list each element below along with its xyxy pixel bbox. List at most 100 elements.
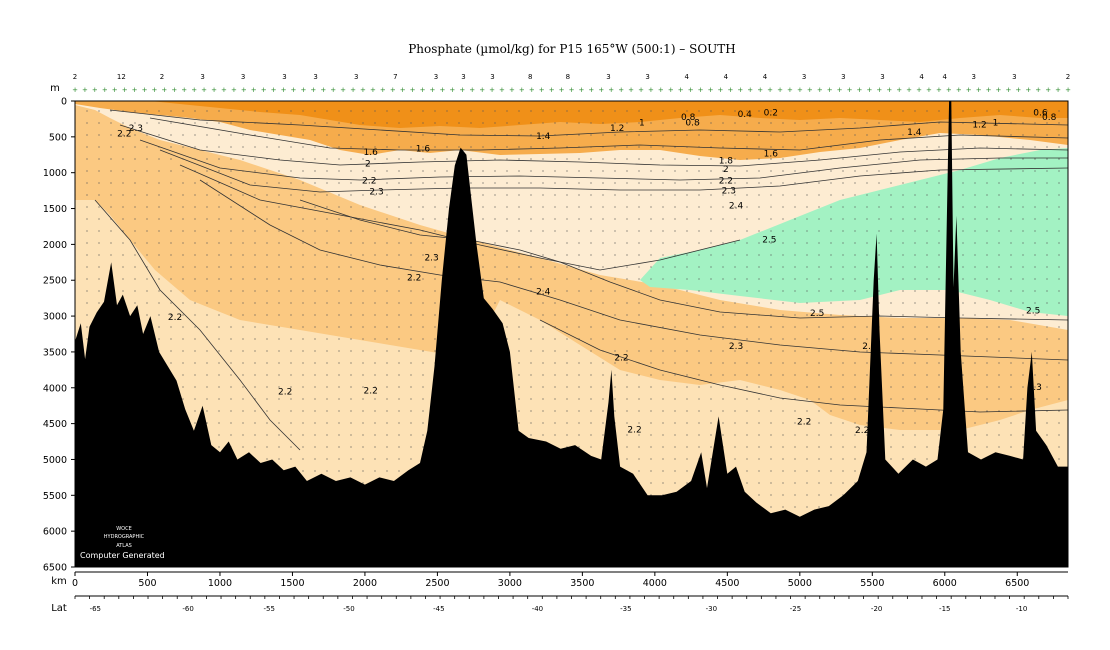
station-marker: +: [737, 86, 743, 94]
contour-label: 2.2: [719, 177, 733, 187]
station-marker: +: [658, 86, 664, 94]
station-marker: +: [1065, 86, 1071, 94]
contour-fill-layers: [75, 101, 1068, 567]
chart-title: Phosphate (µmol/kg) for P15 165°W (500:1…: [408, 42, 736, 56]
lat-tick-label: -20: [871, 605, 882, 613]
km-tick-label: 4000: [643, 578, 667, 589]
station-marker: +: [310, 86, 316, 94]
station-marker: +: [539, 86, 545, 94]
station-marker: +: [747, 86, 753, 94]
station-marker: +: [261, 86, 267, 94]
contour-label: 2.5: [810, 309, 824, 319]
station-marker: +: [976, 86, 982, 94]
km-axis-unit: km: [51, 576, 67, 587]
station-marker: +: [1035, 86, 1041, 94]
station-label: 4: [724, 73, 729, 81]
station-marker: +: [777, 86, 783, 94]
station-marker: +: [966, 86, 972, 94]
km-tick-label: 6500: [1005, 578, 1029, 589]
station-marker: +: [420, 86, 426, 94]
depth-tick-label: 2500: [43, 276, 67, 287]
contour-label: 2.5: [762, 235, 776, 245]
depth-tick-label: 3000: [43, 312, 67, 323]
station-label: 4: [943, 73, 948, 81]
station-marker: +: [211, 86, 217, 94]
km-tick-label: 6000: [933, 578, 957, 589]
station-marker: +: [509, 86, 515, 94]
station-marker: +: [946, 86, 952, 94]
latitude-axis-label: Lat: [51, 603, 67, 614]
station-marker: +: [1015, 86, 1021, 94]
station-marker: +: [221, 86, 227, 94]
station-marker: +: [757, 86, 763, 94]
contour-label: 2: [365, 159, 371, 169]
km-tick-label: 4500: [715, 578, 739, 589]
station-marker: +: [1025, 86, 1031, 94]
contour-label: 1.2: [972, 121, 986, 131]
station-marker: +: [449, 86, 455, 94]
station-label: 3: [645, 73, 649, 81]
station-marker: +: [410, 86, 416, 94]
contour-label: 1: [639, 119, 645, 129]
depth-tick-label: 0: [61, 97, 67, 108]
logo-line-1: WOCE: [116, 526, 132, 532]
station-marker: +: [529, 86, 535, 94]
station-marker: +: [102, 86, 108, 94]
station-marker: +: [569, 86, 575, 94]
station-marker: +: [320, 86, 326, 94]
station-marker: +: [608, 86, 614, 94]
lat-tick-label: -45: [433, 605, 444, 613]
lat-tick-label: -65: [90, 605, 101, 613]
depth-tick-label: 5500: [43, 491, 67, 502]
station-label: 7: [393, 73, 397, 81]
station-marker: +: [628, 86, 634, 94]
station-marker: +: [1055, 86, 1061, 94]
station-label: 3: [200, 73, 204, 81]
station-marker: +: [906, 86, 912, 94]
station-labels: 2 12 2 3 3 3 3 3 7 3 3 3 8 8 3 3 4 4 4 3 3 3 4 4 3 3 2: [73, 73, 1070, 81]
station-marker: +: [807, 86, 813, 94]
contour-label: 2.3: [729, 342, 743, 352]
contour-label: 0.4: [738, 110, 753, 120]
station-marker: +: [112, 86, 118, 94]
contour-label: 2.3: [722, 187, 736, 197]
station-marker: +: [92, 86, 98, 94]
station-marker: +: [132, 86, 138, 94]
contour-label: 0.6: [1033, 108, 1048, 118]
station-marker: +: [996, 86, 1002, 94]
station-marker: +: [142, 86, 148, 94]
station-marker: +: [866, 86, 872, 94]
contour-line: [119, 124, 1068, 167]
bottom-topography: [75, 101, 1068, 567]
contour-label: 2.2: [627, 425, 641, 435]
station-marker: +: [181, 86, 187, 94]
contour-label: 1.6: [416, 144, 431, 154]
station-marker: +: [817, 86, 823, 94]
station-marker: +: [152, 86, 158, 94]
station-marker: +: [291, 86, 297, 94]
station-marker: +: [390, 86, 396, 94]
station-marker: +: [578, 86, 584, 94]
station-marker: +: [370, 86, 376, 94]
lat-tick-label: -50: [343, 605, 354, 613]
station-marker: +: [857, 86, 863, 94]
km-tick-label: 2500: [425, 578, 449, 589]
station-marker: +: [171, 86, 177, 94]
station-label: 2: [73, 73, 77, 81]
station-marker: +: [638, 86, 644, 94]
station-marker: +: [469, 86, 475, 94]
station-label: 2: [1066, 73, 1070, 81]
station-label: 3: [282, 73, 286, 81]
depth-tick-label: 4000: [43, 383, 67, 394]
station-marker: +: [241, 86, 247, 94]
station-marker: +: [191, 86, 197, 94]
km-tick-label: 5500: [860, 578, 884, 589]
station-marker: +: [559, 86, 565, 94]
contour-line: [94, 199, 301, 451]
depth-tick-label: 1000: [43, 168, 67, 179]
station-label: 3: [841, 73, 845, 81]
lat-tick-label: -55: [264, 605, 275, 613]
station-label: 2: [160, 73, 164, 81]
station-marker: +: [251, 86, 257, 94]
km-tick-label: 3000: [498, 578, 522, 589]
